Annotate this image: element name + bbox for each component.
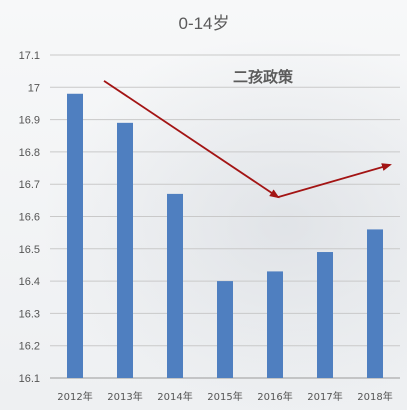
y-tick-label: 16.2 bbox=[19, 341, 40, 353]
x-tick-label: 2013年 bbox=[107, 390, 142, 403]
bars bbox=[67, 93, 383, 378]
bar bbox=[167, 193, 183, 378]
bar bbox=[267, 271, 283, 378]
bar bbox=[367, 229, 383, 378]
bar bbox=[117, 122, 133, 378]
y-tick-label: 16.1 bbox=[19, 373, 40, 385]
x-tick-label: 2016年 bbox=[257, 390, 292, 403]
up-trend-arrow bbox=[277, 163, 392, 198]
x-axis-ticks: 2012年 2013年 2014年 2015年 2016年 2017年 2018年 bbox=[57, 390, 392, 403]
y-tick-label: 17 bbox=[28, 82, 40, 94]
y-tick-label: 16.7 bbox=[19, 179, 40, 191]
y-tick-label: 16.5 bbox=[19, 244, 40, 256]
x-tick-label: 2014年 bbox=[157, 390, 192, 403]
down-trend-arrow bbox=[103, 80, 280, 199]
y-tick-label: 16.8 bbox=[19, 147, 40, 159]
y-tick-label: 16.3 bbox=[19, 308, 40, 320]
x-tick-label: 2012年 bbox=[57, 390, 92, 403]
y-tick-label: 16.9 bbox=[19, 115, 40, 127]
x-tick-label: 2018年 bbox=[357, 390, 392, 403]
bar bbox=[67, 93, 83, 378]
x-tick-label: 2015年 bbox=[207, 390, 242, 403]
y-tick-label: 16.6 bbox=[19, 212, 40, 224]
y-tick-label: 16.4 bbox=[19, 276, 40, 288]
chart-title: 0-14岁 bbox=[178, 14, 229, 33]
y-axis-ticks: 16.1 16.2 16.3 16.4 16.5 16.6 16.7 16.8 16.9 17 17… bbox=[19, 50, 40, 385]
x-tick-label: 2017年 bbox=[307, 390, 342, 403]
policy-annotation: 二孩政策 bbox=[233, 68, 294, 86]
bar bbox=[317, 252, 333, 378]
gridlines bbox=[50, 54, 400, 379]
trend-arrows bbox=[103, 80, 392, 199]
bar bbox=[217, 281, 233, 378]
y-tick-label: 17.1 bbox=[19, 50, 40, 62]
